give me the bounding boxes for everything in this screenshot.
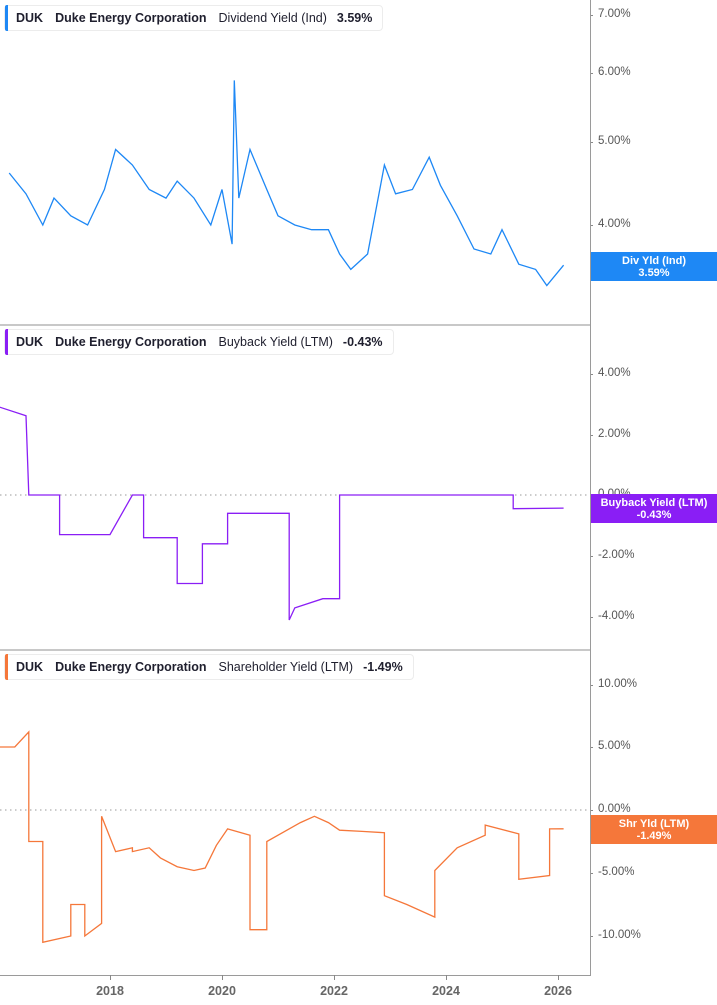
x-tick-label: 2018: [96, 984, 124, 998]
x-tick-mark: [334, 975, 335, 980]
y-tick: 0.00%: [590, 803, 631, 815]
y-tick: -5.00%: [589, 866, 634, 878]
panel-divider: [0, 324, 590, 326]
y-tick: -2.00%: [589, 549, 634, 561]
last-value-tag: Div Yld (Ind) 3.59%: [591, 252, 717, 281]
panel-divider: [0, 649, 590, 651]
legend-metric: Shareholder Yield (LTM): [218, 660, 354, 674]
series-color-swatch: [5, 5, 8, 31]
series-color-swatch: [5, 654, 8, 680]
legend-value: -1.49%: [363, 660, 403, 674]
y-axis-line: [590, 0, 591, 976]
x-axis-line: [0, 975, 591, 976]
legend-metric: Dividend Yield (Ind): [218, 11, 327, 25]
dividend-yield-line: [8, 80, 565, 287]
dividend-yield-legend: DUK Duke Energy Corporation Dividend Yie…: [4, 5, 384, 31]
y-tick: 4.00%: [590, 367, 631, 379]
y-tick: 5.00%: [590, 135, 631, 147]
x-tick-label: 2022: [320, 984, 348, 998]
legend-company: Duke Energy Corporation: [55, 11, 207, 25]
x-tick-mark: [558, 975, 559, 980]
y-tick: 4.00%: [590, 218, 631, 230]
x-tick-mark: [446, 975, 447, 980]
legend-ticker: DUK: [16, 335, 44, 349]
x-tick-mark: [110, 975, 111, 980]
last-value-tag: Buyback Yield (LTM) -0.43%: [591, 494, 717, 523]
x-tick-mark: [222, 975, 223, 980]
last-value-tag: Shr Yld (LTM) -1.49%: [591, 815, 717, 844]
y-tick: 10.00%: [589, 678, 637, 690]
y-tick: 5.00%: [590, 740, 631, 752]
x-tick-label: 2024: [432, 984, 460, 998]
y-tick: -10.00%: [590, 929, 641, 941]
shareholder-yield-line: [0, 730, 564, 944]
buyback-yield-line: [0, 406, 564, 621]
legend-metric: Buyback Yield (LTM): [218, 335, 333, 349]
legend-value: 3.59%: [336, 11, 373, 25]
y-tick: -4.00%: [589, 610, 634, 622]
legend-company: Duke Energy Corporation: [55, 660, 207, 674]
series-color-swatch: [5, 329, 8, 355]
y-tick: 7.00%: [590, 8, 631, 20]
y-tick: 2.00%: [590, 428, 631, 440]
x-tick-label: 2020: [208, 984, 236, 998]
legend-value: -0.43%: [342, 335, 383, 349]
legend-ticker: DUK: [16, 660, 44, 674]
buyback-yield-legend: DUK Duke Energy Corporation Buyback Yiel…: [4, 329, 394, 355]
legend-company: Duke Energy Corporation: [55, 335, 207, 349]
x-tick-label: 2026: [544, 984, 572, 998]
shareholder-yield-legend: DUK Duke Energy Corporation Shareholder …: [4, 654, 414, 680]
legend-ticker: DUK: [16, 11, 44, 25]
plot-area: [0, 80, 590, 944]
y-tick: 6.00%: [590, 66, 631, 78]
